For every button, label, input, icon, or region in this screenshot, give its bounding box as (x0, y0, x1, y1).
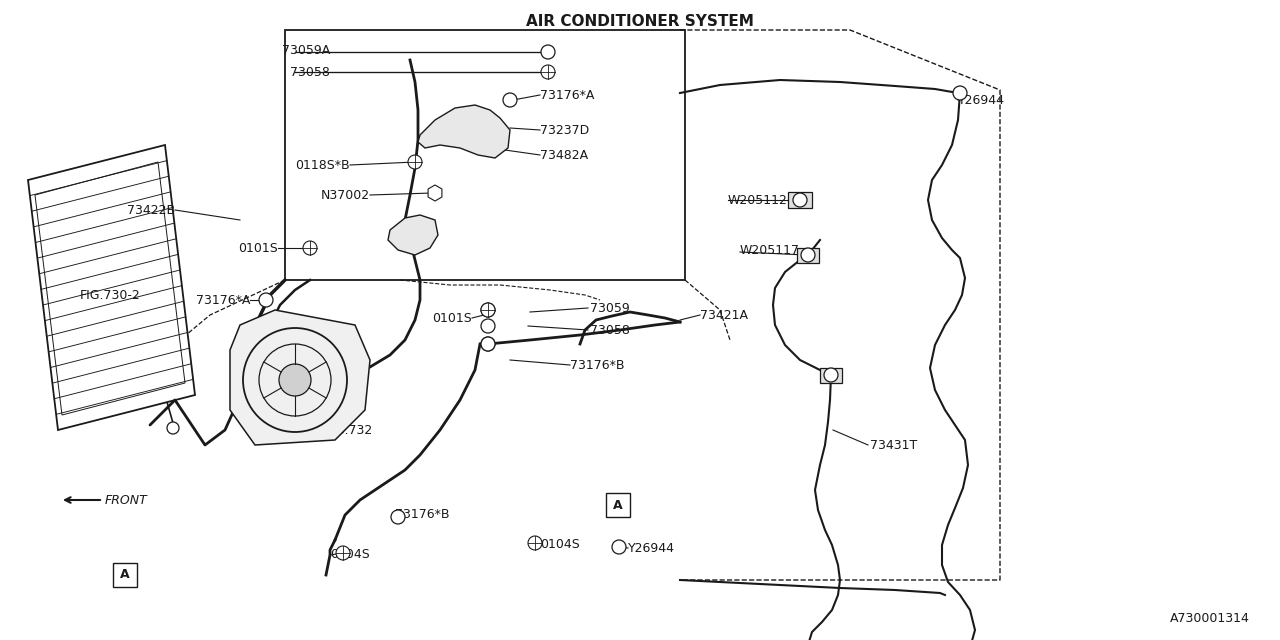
Text: A: A (120, 568, 129, 582)
Text: 0118S*B: 0118S*B (296, 159, 349, 172)
Text: 73176*B: 73176*B (570, 358, 625, 371)
Text: FIG.730-2: FIG.730-2 (79, 289, 141, 301)
Circle shape (390, 510, 404, 524)
Text: Y26944: Y26944 (957, 93, 1005, 106)
Circle shape (541, 65, 556, 79)
Text: 73058: 73058 (590, 323, 630, 337)
Polygon shape (788, 192, 812, 208)
Text: 0101S: 0101S (238, 241, 278, 255)
Circle shape (481, 303, 495, 317)
Circle shape (503, 93, 517, 107)
Polygon shape (797, 248, 819, 262)
Polygon shape (28, 145, 195, 430)
Text: AIR CONDITIONER SYSTEM: AIR CONDITIONER SYSTEM (526, 14, 754, 29)
Circle shape (794, 193, 806, 207)
Text: FRONT: FRONT (105, 493, 147, 506)
Text: 0104S: 0104S (540, 538, 580, 552)
Text: 73058: 73058 (291, 65, 330, 79)
Polygon shape (419, 105, 509, 158)
Text: 0104S: 0104S (330, 548, 370, 561)
Text: 73176*B: 73176*B (396, 509, 449, 522)
Text: A: A (613, 499, 623, 511)
Text: 73421A: 73421A (700, 308, 748, 321)
Circle shape (408, 155, 422, 169)
Text: 0101S: 0101S (433, 312, 472, 324)
Circle shape (529, 536, 541, 550)
Text: 73059: 73059 (590, 301, 630, 314)
Circle shape (335, 546, 349, 560)
Text: 73059A: 73059A (282, 44, 330, 56)
Circle shape (481, 337, 495, 351)
Bar (285, 30, 685, 280)
Text: A730001314: A730001314 (1170, 611, 1251, 625)
Text: Y26944: Y26944 (628, 541, 675, 554)
Circle shape (954, 86, 966, 100)
FancyBboxPatch shape (113, 563, 137, 587)
Text: 73176*A: 73176*A (196, 294, 250, 307)
Polygon shape (230, 310, 370, 445)
Circle shape (481, 303, 495, 317)
Circle shape (481, 337, 495, 351)
Circle shape (303, 241, 317, 255)
Polygon shape (388, 215, 438, 255)
Polygon shape (820, 367, 842, 383)
Circle shape (166, 422, 179, 434)
Circle shape (279, 364, 311, 396)
Text: FIG.732: FIG.732 (325, 424, 374, 436)
Text: 73176*A: 73176*A (540, 88, 594, 102)
Circle shape (483, 322, 493, 332)
FancyBboxPatch shape (605, 493, 630, 517)
Text: W205117: W205117 (740, 243, 800, 257)
Text: 73431T: 73431T (870, 438, 918, 451)
Circle shape (541, 45, 556, 59)
Text: W205112: W205112 (728, 193, 788, 207)
Text: N37002: N37002 (321, 189, 370, 202)
Text: 73482A: 73482A (540, 148, 588, 161)
Circle shape (801, 248, 815, 262)
Text: 73237D: 73237D (540, 124, 589, 136)
Text: 73422B: 73422B (127, 204, 175, 216)
Circle shape (481, 319, 495, 333)
Circle shape (612, 540, 626, 554)
Circle shape (824, 368, 838, 382)
Polygon shape (428, 185, 442, 201)
Circle shape (259, 293, 273, 307)
